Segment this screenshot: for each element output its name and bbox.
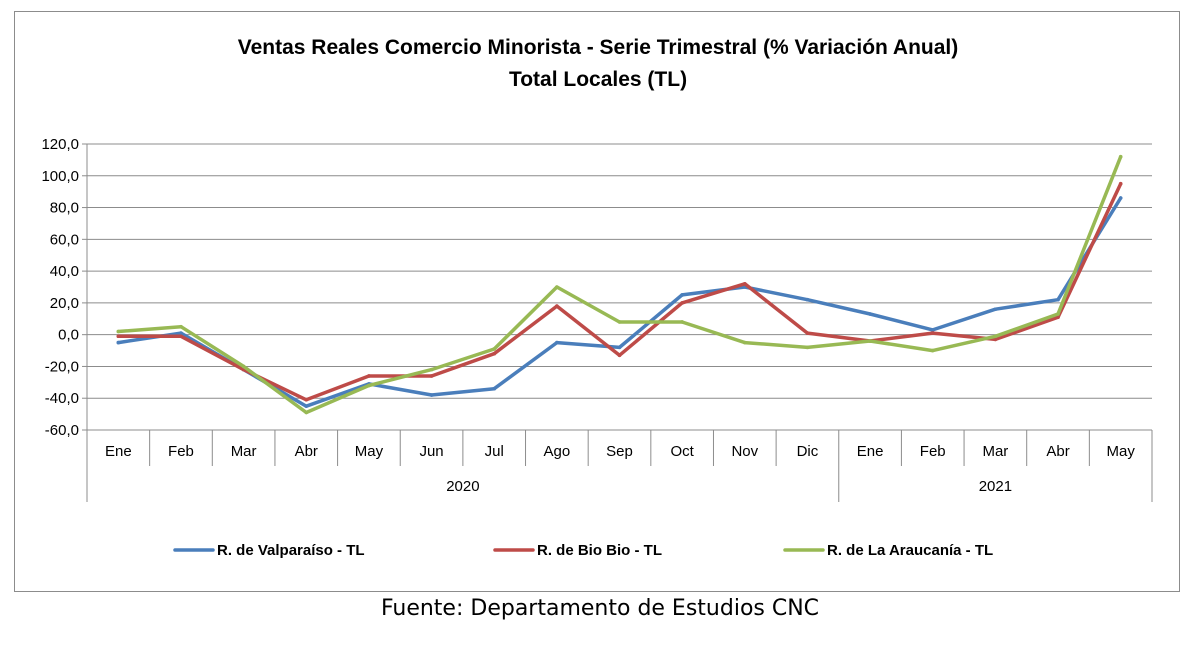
x-group-label: 2020 — [446, 478, 479, 495]
legend: R. de Valparaíso - TL R. de Bio Bio - TL R… — [173, 542, 993, 559]
x-group-label: 2021 — [979, 478, 1012, 495]
x-tick-label: Feb — [168, 443, 194, 460]
axes — [82, 143, 1153, 466]
data-point — [1118, 196, 1123, 200]
x-axis-year-groups: 2020 2021 — [86, 466, 1153, 502]
y-tick-label: 40,0 — [50, 263, 79, 280]
data-point — [492, 347, 497, 351]
data-point — [304, 410, 309, 415]
x-axis-tick-labels: Ene Feb Mar Abr May Jun Jul Ago Sep Oct Nov Dic Ene F… — [105, 443, 1135, 460]
data-point — [617, 353, 622, 358]
data-point — [742, 282, 747, 286]
data-point — [429, 393, 434, 397]
x-tick-label: Mar — [982, 443, 1008, 460]
x-tick-label: Nov — [731, 443, 758, 460]
y-tick-label: -20,0 — [45, 358, 79, 375]
data-point — [868, 312, 872, 316]
data-point — [993, 334, 998, 339]
data-point — [555, 285, 559, 289]
x-tick-label: Ene — [857, 443, 884, 460]
data-point — [367, 383, 371, 388]
data-point — [930, 328, 935, 332]
data-point — [116, 334, 121, 339]
x-tick-label: Jul — [485, 443, 504, 460]
y-tick-label: -40,0 — [45, 390, 79, 407]
data-point — [993, 337, 998, 342]
data-point — [1056, 297, 1060, 302]
x-tick-label: Abr — [1046, 443, 1069, 460]
data-point — [304, 398, 309, 402]
x-tick-label: May — [355, 443, 384, 460]
source-note: Fuente: Departamento de Estudios CNC — [380, 596, 820, 621]
data-point — [429, 367, 434, 372]
chart-frame: Ventas Reales Comercio Minorista - Serie… — [14, 11, 1180, 592]
data-point — [805, 331, 810, 335]
y-tick-label: 20,0 — [50, 295, 79, 312]
y-tick-label: 80,0 — [50, 200, 79, 217]
data-point — [116, 340, 121, 345]
data-point — [805, 297, 810, 302]
data-series — [116, 154, 1123, 415]
y-axis-tick-labels: -60,0 -40,0 -20,0 0,0 20,0 40,0 60,0 80,0 100,0 1… — [41, 136, 79, 439]
data-point — [1118, 154, 1123, 159]
x-tick-label: Oct — [670, 443, 694, 460]
x-tick-label: Dic — [797, 443, 819, 460]
data-point — [492, 351, 497, 356]
series-line — [116, 154, 1123, 415]
data-point — [116, 329, 121, 334]
x-tick-label: Feb — [920, 443, 946, 460]
line-chart: Ventas Reales Comercio Minorista - Serie… — [41, 36, 1153, 559]
data-point — [680, 301, 684, 305]
data-point — [930, 331, 935, 335]
legend-label: R. de Valparaíso - TL — [217, 542, 365, 559]
data-point — [1056, 312, 1060, 316]
chart-title: Ventas Reales Comercio Minorista - Serie… — [238, 36, 958, 59]
y-tick-label: -60,0 — [45, 422, 79, 439]
data-point — [1118, 181, 1123, 186]
data-point — [179, 334, 183, 339]
data-point — [868, 339, 872, 343]
data-point — [617, 320, 622, 324]
x-tick-label: Ene — [105, 443, 132, 460]
data-point — [555, 304, 559, 308]
data-point — [241, 364, 246, 369]
data-point — [680, 293, 684, 297]
x-tick-label: Sep — [606, 443, 633, 460]
data-point — [617, 345, 622, 350]
data-point — [492, 386, 497, 391]
y-tick-label: 60,0 — [50, 231, 79, 248]
data-point — [367, 374, 371, 378]
data-point — [680, 320, 684, 324]
data-point — [179, 331, 183, 335]
x-tick-label: Mar — [231, 443, 257, 460]
data-point — [429, 374, 434, 378]
data-point — [742, 340, 747, 345]
y-tick-label: 0,0 — [58, 327, 79, 344]
y-tick-label: 120,0 — [41, 136, 79, 153]
x-tick-label: Jun — [419, 443, 443, 460]
series-line — [116, 196, 1123, 408]
legend-label: R. de La Araucanía - TL — [827, 542, 993, 559]
x-tick-label: May — [1107, 443, 1136, 460]
data-point — [993, 307, 998, 312]
chart-subtitle: Total Locales (TL) — [509, 68, 687, 91]
gridlines — [87, 143, 1152, 431]
data-point — [1056, 315, 1060, 319]
data-point — [930, 348, 935, 353]
legend-label: R. de Bio Bio - TL — [537, 542, 662, 559]
y-tick-label: 100,0 — [41, 168, 79, 185]
data-point — [304, 404, 309, 408]
x-tick-label: Ago — [544, 443, 571, 460]
data-point — [805, 345, 810, 350]
data-point — [555, 340, 559, 345]
x-tick-label: Abr — [295, 443, 318, 460]
data-point — [179, 324, 183, 329]
series-line — [116, 181, 1123, 402]
